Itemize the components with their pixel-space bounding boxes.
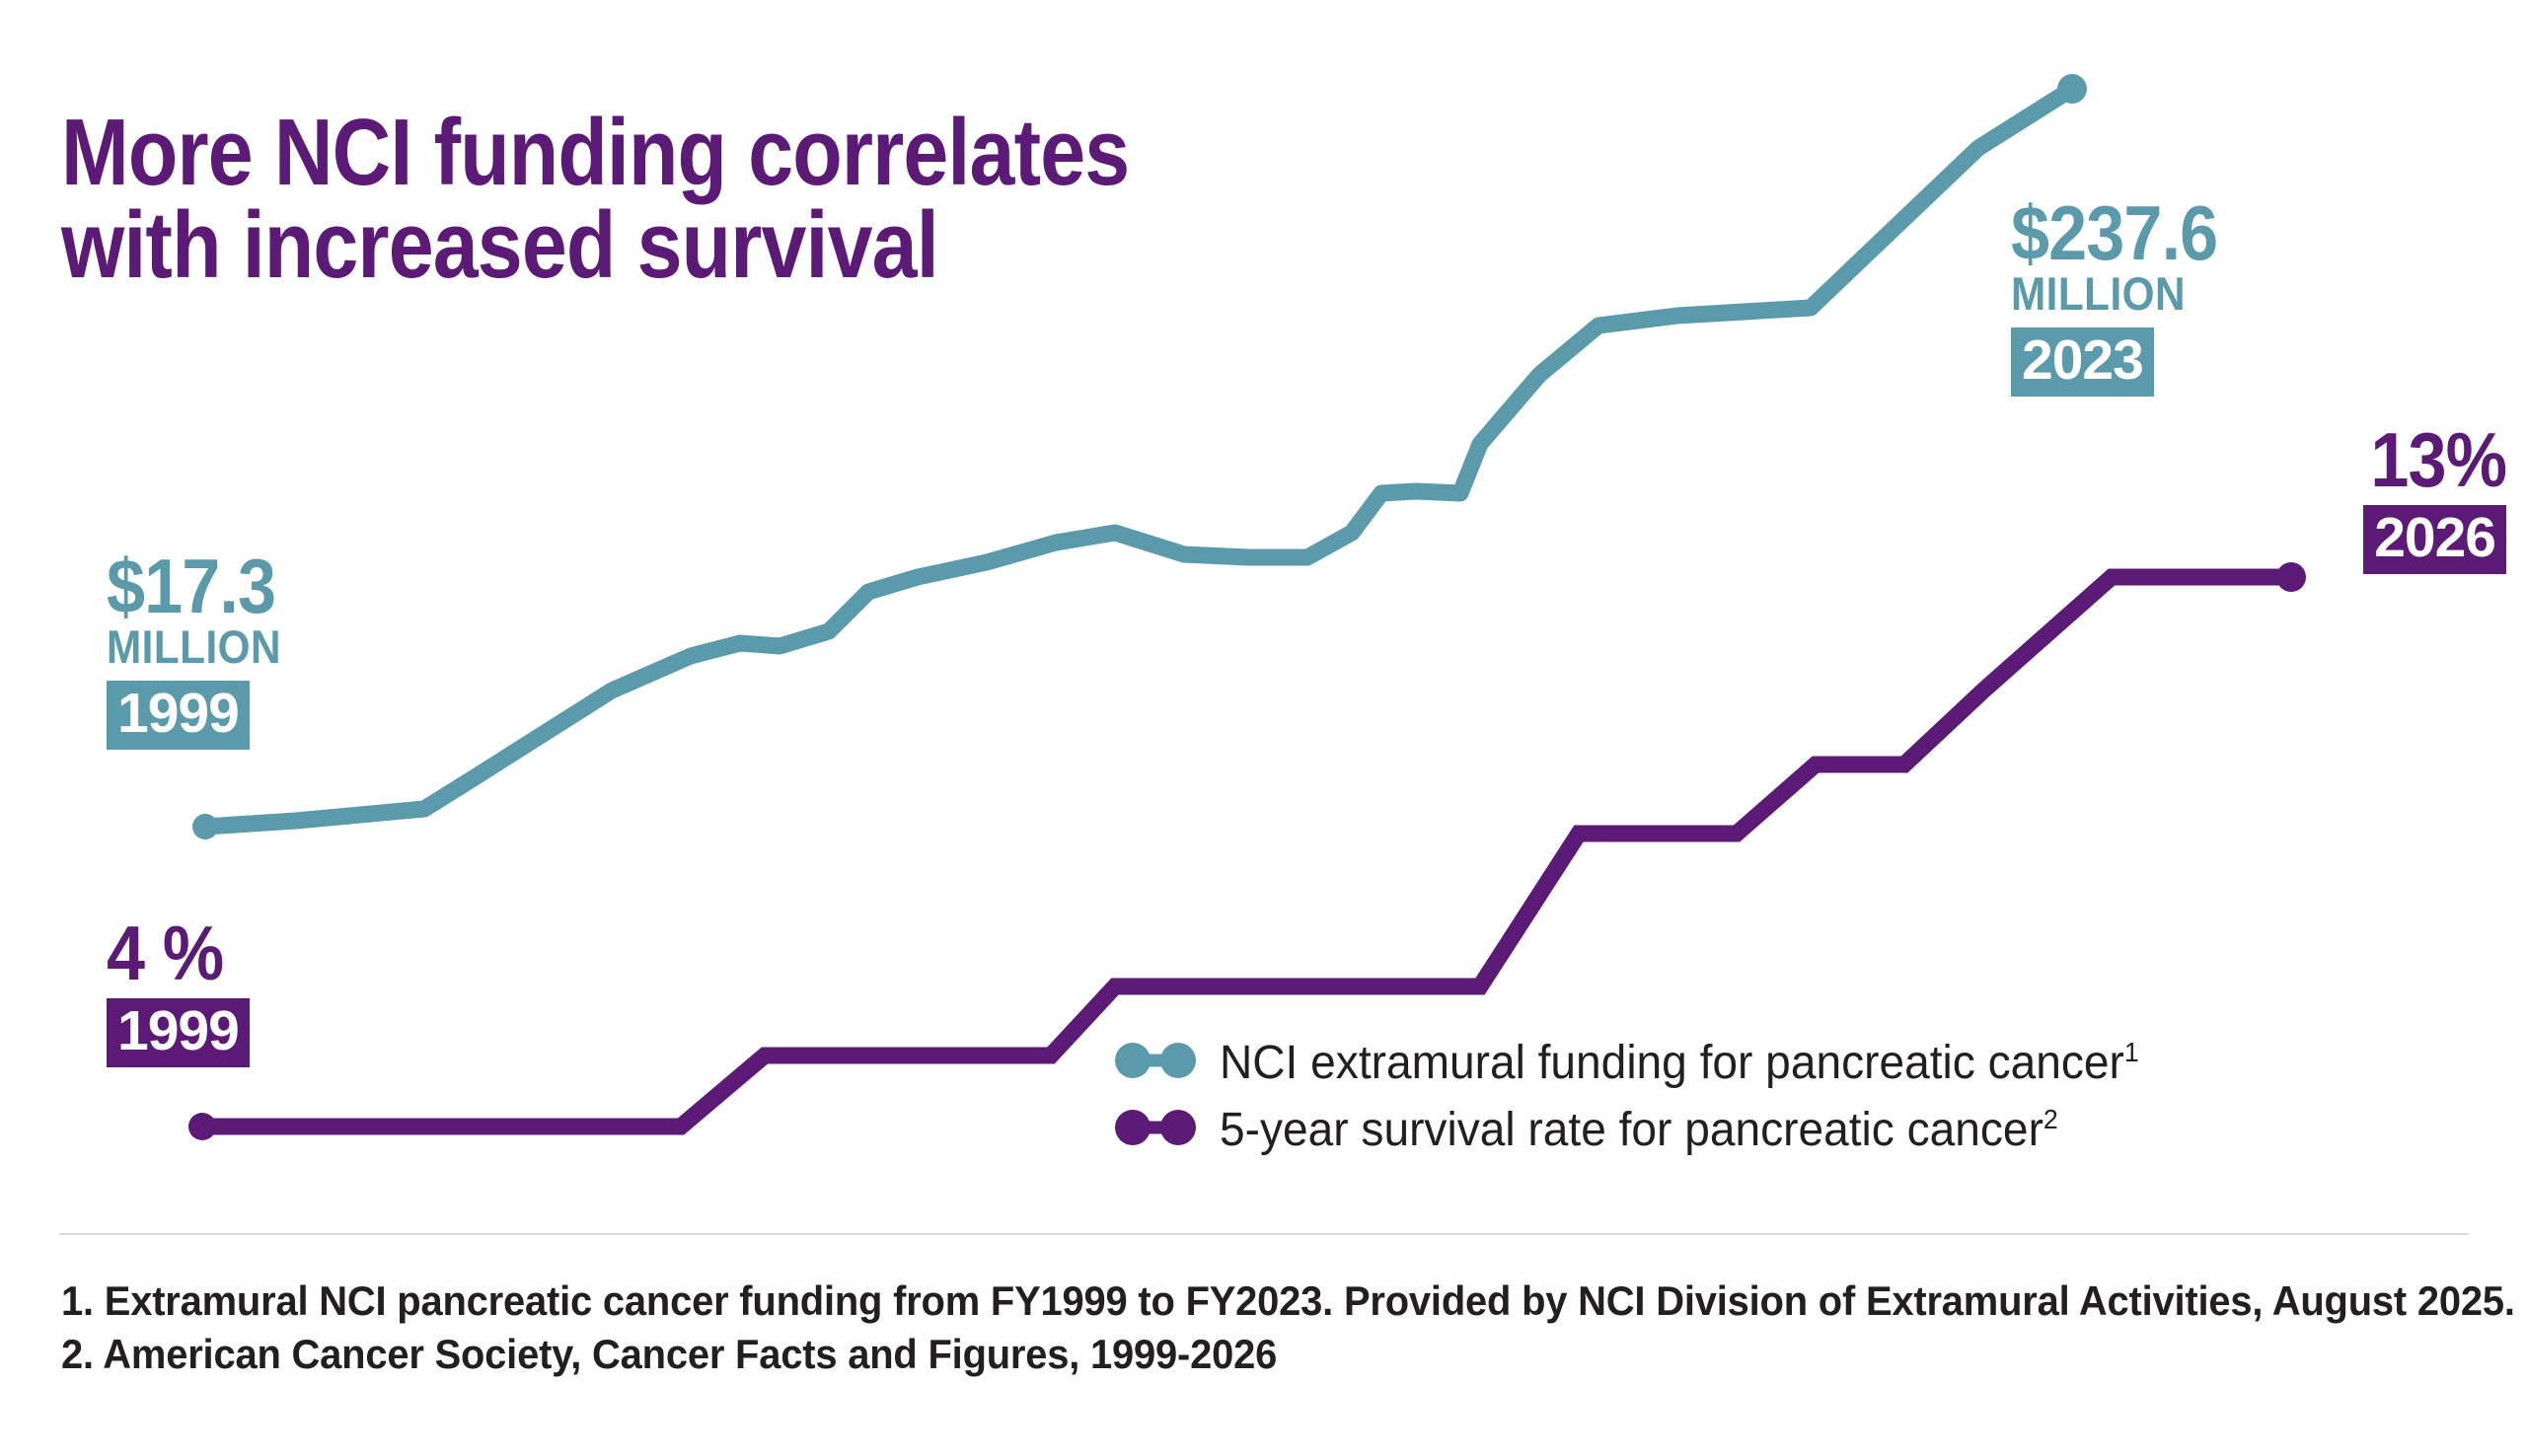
legend-item-funding-label: NCI extramural funding for pancreatic ca… (1220, 1036, 2139, 1090)
footnote-1: 1. Extramural NCI pancreatic cancer fund… (61, 1277, 2515, 1324)
footnote-divider (59, 1233, 2469, 1235)
callout-funding-1999-year-badge: 1999 (107, 680, 250, 750)
funding-start-point (192, 814, 218, 839)
footnote-2: 2. American Cancer Society, Cancer Facts… (61, 1330, 1278, 1377)
footnotes: 1. Extramural NCI pancreatic cancer fund… (61, 1274, 2515, 1381)
callout-funding-2023-unit: MILLION (2011, 267, 2187, 321)
survival-series-line (202, 568, 2291, 1135)
callout-survival-2026: 13% 2026 (2355, 416, 2507, 575)
legend-item-funding-footnote-marker: 1 (2123, 1036, 2139, 1067)
legend-item-funding-text: NCI extramural funding for pancreatic ca… (1220, 1036, 2124, 1089)
survival-start-point (188, 1113, 216, 1140)
funding-series-line (196, 80, 2081, 836)
chart-legend: NCI extramural funding for pancreatic ca… (1113, 1029, 2178, 1163)
callout-survival-1999: 4 % 1999 (107, 910, 250, 1068)
legend-item-survival-text: 5-year survival rate for pancreatic canc… (1220, 1103, 2043, 1156)
legend-item-survival: 5-year survival rate for pancreatic canc… (1113, 1096, 2178, 1163)
callout-funding-1999-unit: MILLION (107, 620, 282, 674)
callout-survival-1999-value: 4 % (107, 910, 224, 996)
callout-funding-2023-value: $237.6 (2011, 189, 2218, 276)
callout-survival-2026-value: 13% (2370, 416, 2507, 503)
callout-survival-2026-year-badge: 2026 (2363, 505, 2506, 575)
callout-survival-1999-year-badge: 1999 (107, 998, 250, 1068)
survival-end-point (2276, 562, 2306, 592)
callout-funding-1999-value: $17.3 (107, 543, 276, 629)
callout-funding-1999: $17.3 MILLION 1999 (107, 543, 301, 750)
funding-end-point (2057, 74, 2087, 104)
dumbbell-marker-icon (1113, 1042, 1198, 1084)
callout-funding-2023-year-badge: 2023 (2011, 327, 2154, 397)
callout-funding-2023: $237.6 MILLION 2023 (2011, 189, 2241, 397)
legend-item-survival-label: 5-year survival rate for pancreatic canc… (1220, 1103, 2058, 1157)
page-title: More NCI funding correlates with increas… (61, 100, 1130, 299)
legend-item-survival-footnote-marker: 2 (2043, 1103, 2058, 1134)
legend-item-funding: NCI extramural funding for pancreatic ca… (1113, 1029, 2178, 1096)
dumbbell-marker-icon (1113, 1109, 1198, 1151)
